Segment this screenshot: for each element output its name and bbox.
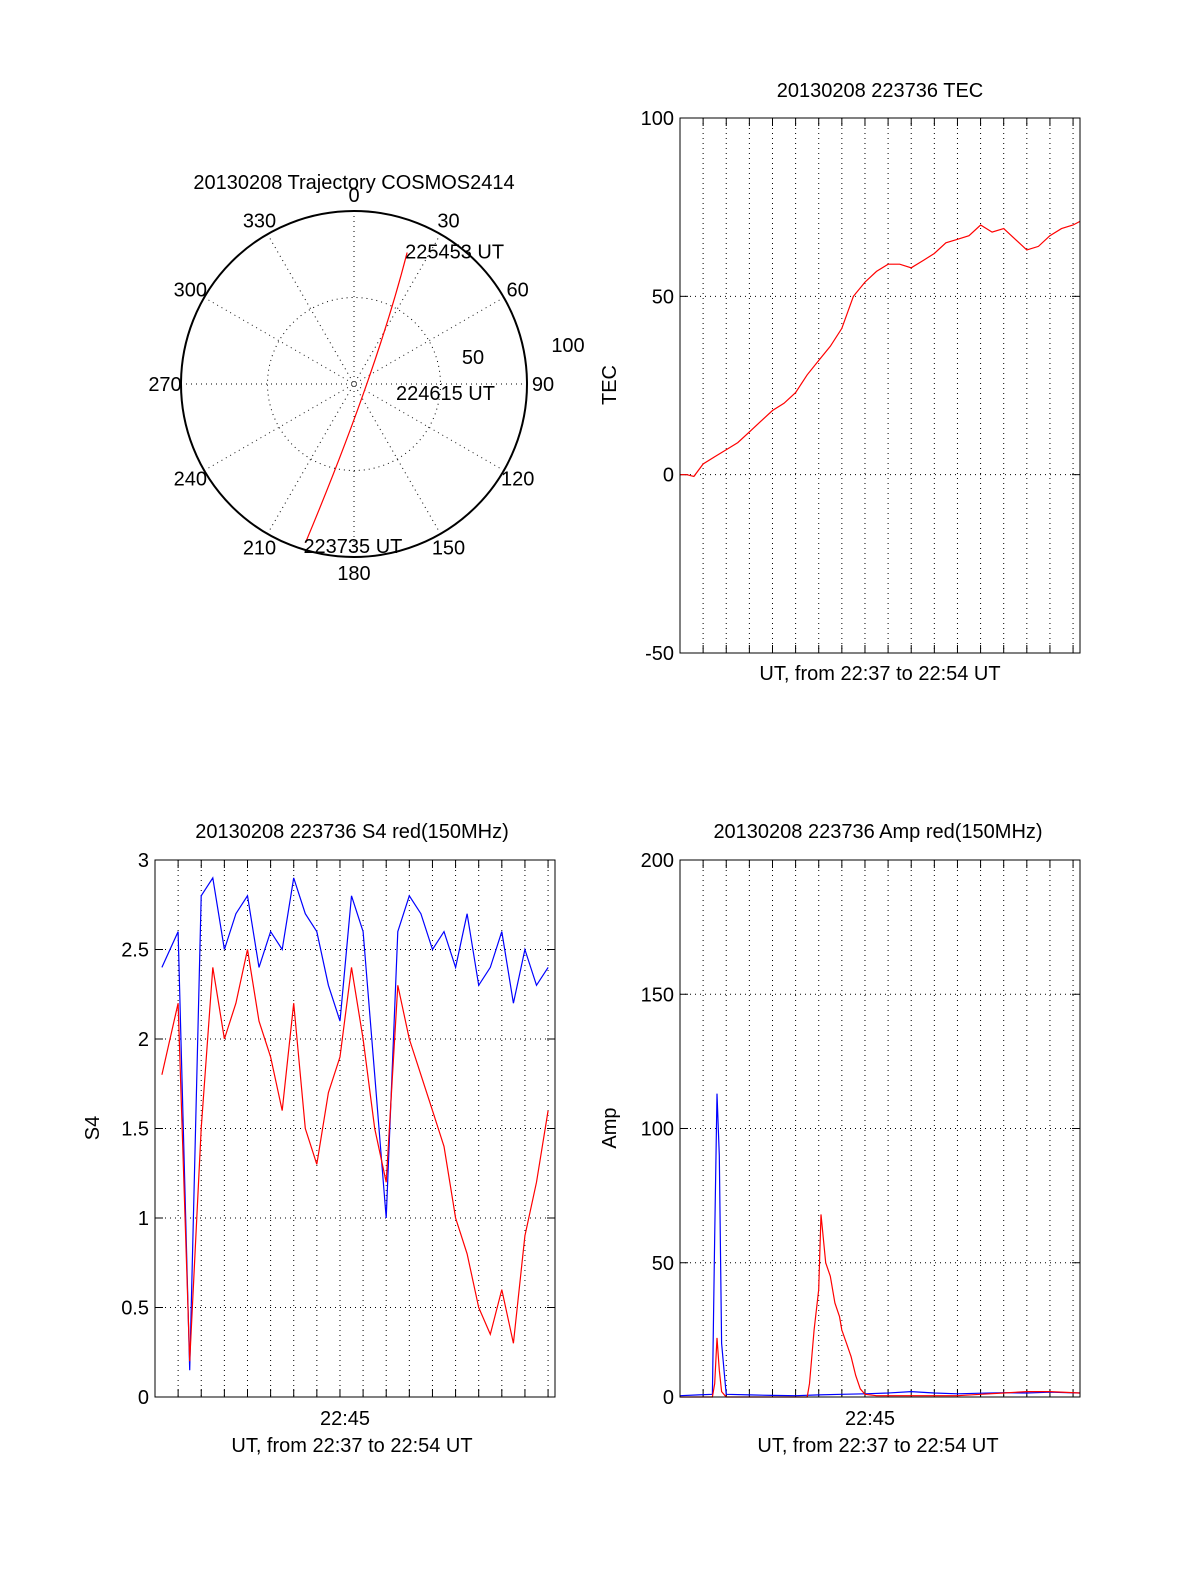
tec-series (680, 220, 1081, 478)
tec-series-red-line (680, 220, 1081, 478)
polar-azimuth-label: 60 (507, 280, 529, 302)
amp-plot: 20130208 223736 Amp red(150MHz) Amp 22:4… (599, 821, 1081, 1457)
s4-ytick-label: 1.5 (121, 1119, 149, 1141)
amp-series-blue-line (679, 1093, 1081, 1397)
polar-azimuth-label: 90 (532, 374, 554, 396)
tec-ytick-labels: -50 0 50 100 (641, 108, 674, 665)
polar-ring-label: 100 (551, 335, 584, 357)
s4-ytick-label: 3 (138, 850, 149, 872)
polar-inner-ring (267, 297, 441, 471)
polar-azimuth-label: 0 (348, 185, 359, 207)
tec-xlabel: UT, from 22:37 to 22:54 UT (759, 663, 1000, 685)
amp-xtick-label: 22:45 (845, 1408, 895, 1430)
amp-ylabel: Amp (599, 1107, 621, 1148)
s4-ytick-label: 1 (138, 1208, 149, 1230)
polar-track-line (304, 252, 408, 544)
polar-ring-labels: 50 100 (462, 335, 585, 369)
polar-annotations: 225453 UT 224615 UT 223735 UT (303, 241, 504, 557)
polar-annotation: 224615 UT (396, 383, 495, 405)
s4-xlabel: UT, from 22:37 to 22:54 UT (231, 1435, 472, 1457)
amp-grid (680, 859, 1080, 1398)
polar-azimuth-label: 240 (174, 469, 207, 491)
tec-grid (680, 117, 1080, 654)
polar-ring-label: 50 (462, 347, 484, 369)
tec-ytick-label: 100 (641, 108, 674, 130)
polar-azimuth-label: 180 (337, 563, 370, 585)
polar-grid (180, 210, 528, 558)
polar-azimuth-label: 270 (148, 374, 181, 396)
s4-ytick-label: 0 (138, 1387, 149, 1409)
tec-ylabel: TEC (599, 365, 621, 405)
polar-annotation: 223735 UT (303, 536, 402, 558)
polar-azimuth-label: 150 (432, 538, 465, 560)
s4-ytick-labels: 0 0.5 1 1.5 2 2.5 3 (121, 850, 149, 1409)
polar-trajectory-plot: 20130208 Trajectory COSMOS2414 0 30 60 90 12… (148, 172, 584, 585)
amp-ytick-label: 100 (641, 1119, 674, 1141)
s4-plot: 20130208 223736 S4 red(150MHz) S4 22:45 … (82, 821, 556, 1457)
polar-azimuth-label: 30 (437, 210, 459, 232)
tec-ytick-label: 0 (663, 465, 674, 487)
s4-ytick-label: 0.5 (121, 1298, 149, 1320)
s4-series-blue-line (161, 876, 549, 1371)
amp-ytick-label: 200 (641, 850, 674, 872)
amp-ytick-label: 150 (641, 984, 674, 1006)
tec-ytick-label: -50 (645, 643, 674, 665)
tec-plot: 20130208 223736 TEC TEC UT, from 22:37 t… (599, 80, 1081, 685)
polar-track (304, 252, 408, 544)
polar-azimuth-label: 330 (243, 210, 276, 232)
polar-azimuth-labels: 0 30 60 90 120 150 180 210 240 270 300 330 (148, 185, 554, 585)
polar-annotation: 225453 UT (405, 241, 504, 263)
amp-title: 20130208 223736 Amp red(150MHz) (713, 821, 1042, 843)
s4-ytick-label: 2.5 (121, 940, 149, 962)
s4-ylabel: S4 (82, 1116, 104, 1140)
s4-series-red-line (161, 949, 549, 1362)
s4-frame (154, 859, 556, 1398)
s4-title: 20130208 223736 S4 red(150MHz) (195, 821, 509, 843)
s4-xtick-label: 22:45 (320, 1408, 370, 1430)
amp-xlabel: UT, from 22:37 to 22:54 UT (757, 1435, 998, 1457)
amp-series (679, 1093, 1081, 1398)
amp-series-red-line (680, 1214, 1081, 1398)
tec-ytick-label: 50 (652, 286, 674, 308)
s4-ytick-label: 2 (138, 1029, 149, 1051)
tec-frame (679, 117, 1081, 654)
polar-title: 20130208 Trajectory COSMOS2414 (193, 172, 514, 194)
amp-ytick-label: 50 (652, 1253, 674, 1275)
amp-frame (679, 859, 1081, 1398)
s4-series (161, 876, 549, 1371)
amp-ytick-labels: 0 50 100 150 200 (641, 850, 674, 1409)
amp-ytick-label: 0 (663, 1387, 674, 1409)
tec-title: 20130208 223736 TEC (777, 80, 983, 102)
polar-azimuth-label: 300 (174, 280, 207, 302)
polar-azimuth-label: 210 (243, 538, 276, 560)
polar-azimuth-label: 120 (501, 469, 534, 491)
